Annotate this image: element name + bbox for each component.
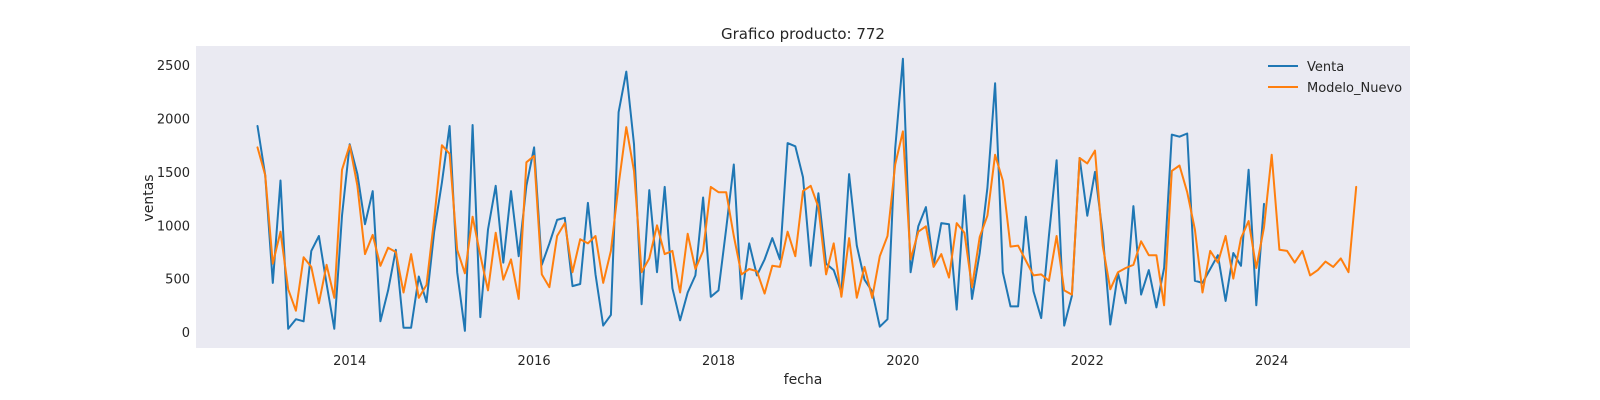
y-tick-label: 2500 [157,59,190,74]
y-axis-ticks: 0 500 1000 1500 2000 2500 [157,59,190,341]
x-axis-label: fecha [784,372,823,388]
series-layer [256,57,1358,332]
legend-label: Venta [1307,60,1344,75]
legend: Venta Modelo_Nuevo [1268,60,1402,96]
x-axis-ticks: 2014 2016 2018 2020 2022 2024 [333,354,1288,369]
legend-label: Modelo_Nuevo [1307,81,1402,96]
y-tick-label: 500 [165,273,190,288]
x-tick-label: 2024 [1255,354,1288,369]
y-axis-label: ventas [141,174,157,221]
series-line-venta [256,57,1265,332]
x-tick-label: 2022 [1071,354,1104,369]
y-tick-label: 1000 [157,219,190,234]
x-tick-label: 2014 [333,354,366,369]
x-tick-label: 2020 [886,354,919,369]
series-line-modelo-nuevo [256,126,1358,312]
y-tick-label: 0 [182,326,190,341]
y-tick-label: 1500 [157,166,190,181]
y-tick-label: 2000 [157,113,190,128]
x-tick-label: 2016 [518,354,551,369]
chart-title: Grafico producto: 772 [721,25,885,43]
x-tick-label: 2018 [702,354,735,369]
